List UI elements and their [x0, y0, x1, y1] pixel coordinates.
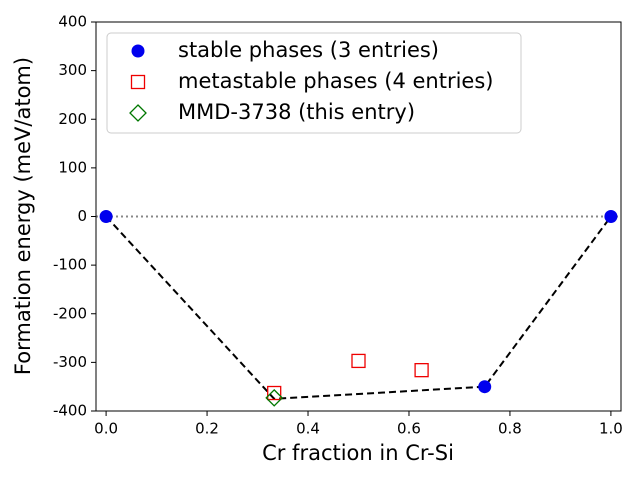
point — [478, 380, 492, 394]
point — [99, 210, 113, 223]
x-tick-label: 0.0 — [94, 420, 118, 438]
hull-line — [105, 215, 612, 400]
x-tick-label: 0.8 — [498, 420, 522, 438]
y-tick-label: 100 — [58, 158, 87, 176]
x-axis-label: Cr fraction in Cr-Si — [262, 441, 454, 465]
legend-label: stable phases (3 entries) — [178, 38, 439, 62]
legend-label: metastable phases (4 entries) — [178, 69, 493, 93]
x-tick-label: 1.0 — [599, 420, 623, 438]
legend-marker — [130, 74, 146, 90]
y-tick-label: 400 — [58, 13, 87, 31]
y-tick-label: 0 — [77, 207, 87, 225]
y-tick-label: -200 — [53, 304, 87, 322]
point — [265, 388, 284, 407]
y-tick-label: 300 — [58, 61, 87, 79]
plot-frame — [95, 21, 622, 412]
y-axis-label: Formation energy (meV/atom) — [11, 57, 35, 375]
x-tick-label: 0.4 — [296, 420, 320, 438]
x-tick-label: 0.6 — [397, 420, 421, 438]
legend-marker — [129, 104, 147, 122]
point — [604, 210, 618, 223]
point — [414, 363, 429, 378]
legend-marker — [131, 44, 145, 58]
legend-label: MMD-3738 (this entry) — [178, 100, 415, 124]
y-tick-label: -400 — [53, 402, 87, 420]
y-tick-label: -300 — [53, 353, 87, 371]
legend-box — [106, 32, 522, 134]
point — [267, 385, 282, 401]
x-tick-label: 0.2 — [195, 420, 219, 438]
point — [351, 353, 366, 369]
y-tick-label: -100 — [53, 256, 87, 274]
y-tick-label: 200 — [58, 110, 87, 128]
